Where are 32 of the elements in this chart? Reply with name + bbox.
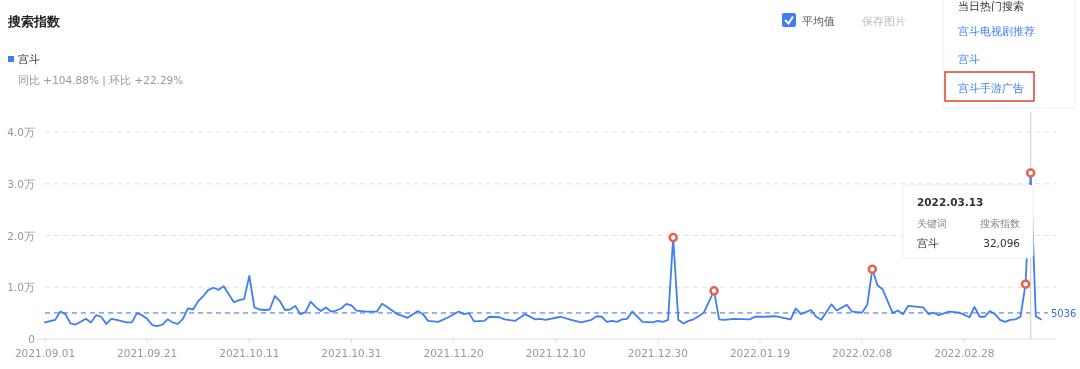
x-tick-label: 2021.10.11	[219, 347, 280, 359]
x-tick-label: 2021.09.01	[14, 347, 76, 359]
x-tick-label: 2022.02.28	[934, 347, 995, 359]
point	[668, 232, 678, 243]
annotation: 搜索指数	[980, 218, 1020, 229]
point	[867, 264, 878, 274]
x-tick-label: 2021.12.10	[525, 347, 586, 359]
point	[1025, 168, 1036, 178]
chart-subtitle: 同比 +104.88% | 环比 +22.29%	[18, 74, 184, 87]
point	[709, 286, 719, 296]
chart-title: 搜索指数	[7, 14, 61, 29]
text: 5036	[1051, 307, 1077, 319]
x-tick-label: 2021.11.20	[423, 347, 484, 359]
y-tick-label: 2.0万	[7, 229, 35, 242]
x-tick-label: 2021.12.30	[627, 347, 688, 359]
x-tick-label: 2022.02.08	[832, 347, 893, 359]
controls: 平均值 保存图片	[782, 13, 906, 28]
annotation: 2022.03.13	[917, 196, 984, 208]
x-tick-label: 2021.10.31	[321, 347, 382, 359]
hot-search-popup: 当日热门搜索 宫斗电视剧推荐 宫斗 宫斗手游广告	[942, 0, 1076, 109]
y-tick-label: 4.0万	[7, 126, 35, 138]
annotation: 32,096	[983, 237, 1021, 249]
legend-label: 宫斗	[18, 53, 40, 65]
text: 宫斗	[917, 237, 939, 249]
y-tick-label: 3.0万	[7, 177, 35, 190]
y-tick-label: 0	[28, 333, 35, 345]
x-tick-label: 2021.09.21	[117, 347, 178, 359]
x-tick-label: 2022.01.19	[729, 347, 791, 359]
point	[1020, 279, 1031, 289]
annotation: 关键词	[917, 218, 947, 229]
legend: 宫斗	[8, 53, 40, 65]
y-tick-label: 1.0万	[7, 281, 35, 294]
